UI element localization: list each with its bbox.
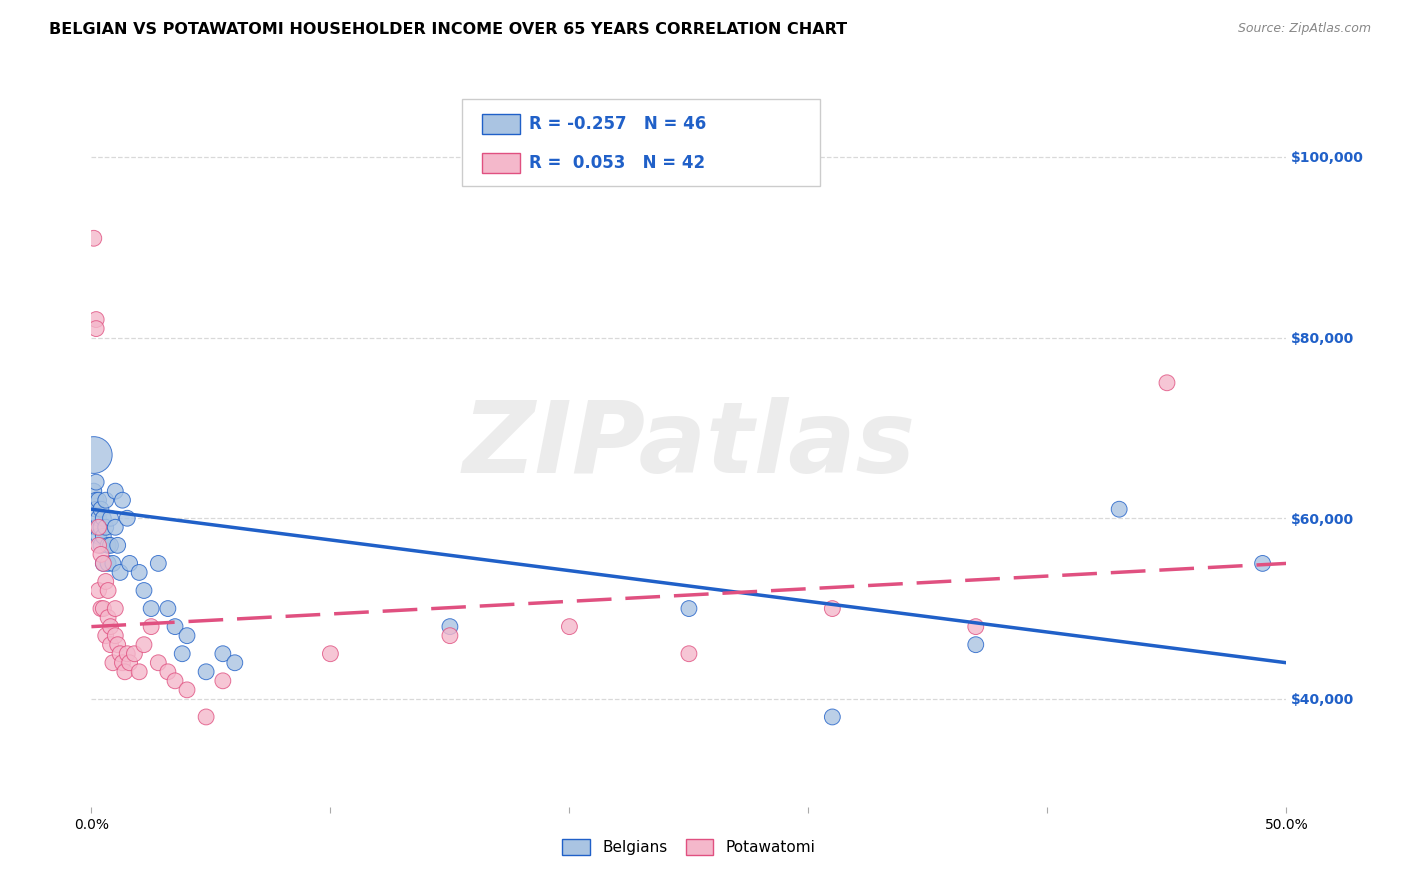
Point <box>141 601 162 615</box>
Point <box>319 647 342 661</box>
Point <box>965 619 987 633</box>
Text: R =  0.053   N = 42: R = 0.053 N = 42 <box>529 153 704 172</box>
Point <box>132 583 155 598</box>
Point <box>100 638 122 652</box>
Point <box>97 538 120 552</box>
Point <box>93 529 114 543</box>
Legend: Belgians, Potawatomi: Belgians, Potawatomi <box>557 833 821 861</box>
Point <box>124 647 146 661</box>
Point <box>1251 557 1274 571</box>
Point <box>1156 376 1178 390</box>
Point <box>84 321 107 335</box>
Text: ZIPatlas: ZIPatlas <box>463 398 915 494</box>
Point <box>108 566 131 580</box>
Point <box>108 647 131 661</box>
Text: Source: ZipAtlas.com: Source: ZipAtlas.com <box>1237 22 1371 36</box>
Point <box>115 511 138 525</box>
Point <box>100 538 122 552</box>
Point <box>128 566 150 580</box>
Point <box>104 601 127 615</box>
Point <box>94 493 117 508</box>
Point <box>176 629 198 643</box>
Text: BELGIAN VS POTAWATOMI HOUSEHOLDER INCOME OVER 65 YEARS CORRELATION CHART: BELGIAN VS POTAWATOMI HOUSEHOLDER INCOME… <box>49 22 848 37</box>
Point <box>87 493 110 508</box>
Point <box>107 638 129 652</box>
Point <box>104 520 127 534</box>
Point <box>101 557 124 571</box>
Point <box>211 673 233 688</box>
Point <box>97 583 120 598</box>
Point <box>107 538 129 552</box>
Point <box>148 557 170 571</box>
Point <box>93 511 114 525</box>
Point <box>90 548 112 562</box>
Point <box>100 511 122 525</box>
Point <box>195 665 218 679</box>
Point <box>163 619 186 633</box>
Point <box>156 665 179 679</box>
Point <box>821 710 844 724</box>
Point <box>111 493 134 508</box>
Point <box>87 583 110 598</box>
Point <box>104 484 127 499</box>
Point <box>93 557 114 571</box>
Point <box>821 601 844 615</box>
Point <box>114 665 136 679</box>
Point <box>84 475 107 490</box>
Point <box>104 629 127 643</box>
Point <box>1108 502 1130 516</box>
Point <box>93 557 114 571</box>
Point <box>678 647 700 661</box>
Point <box>101 656 124 670</box>
Point <box>90 502 112 516</box>
Point <box>90 520 112 534</box>
FancyBboxPatch shape <box>482 153 520 173</box>
Point <box>94 520 117 534</box>
Point <box>156 601 179 615</box>
Point <box>87 511 110 525</box>
Point <box>94 574 117 589</box>
Point <box>84 493 107 508</box>
Point <box>97 557 120 571</box>
Point <box>90 538 112 552</box>
Point <box>87 520 110 534</box>
Point <box>94 629 117 643</box>
Point <box>87 538 110 552</box>
Point <box>90 601 112 615</box>
Point <box>558 619 581 633</box>
FancyBboxPatch shape <box>482 113 520 134</box>
Text: R = -0.257   N = 46: R = -0.257 N = 46 <box>529 115 706 133</box>
Point <box>115 647 138 661</box>
Point <box>93 601 114 615</box>
Point <box>439 629 461 643</box>
Point <box>84 520 107 534</box>
Point <box>176 682 198 697</box>
Point <box>84 502 107 516</box>
Point <box>118 656 141 670</box>
Point <box>195 710 218 724</box>
Point <box>148 656 170 670</box>
Point <box>965 638 987 652</box>
Point <box>118 557 141 571</box>
Point <box>163 673 186 688</box>
Point <box>224 656 246 670</box>
Point <box>100 619 122 633</box>
Point <box>211 647 233 661</box>
FancyBboxPatch shape <box>461 99 821 186</box>
Point <box>172 647 194 661</box>
Point <box>128 665 150 679</box>
Point <box>84 312 107 326</box>
Point <box>83 448 105 462</box>
Point <box>111 656 134 670</box>
Point <box>83 484 105 499</box>
Point <box>141 619 162 633</box>
Point <box>132 638 155 652</box>
Point <box>87 529 110 543</box>
Point <box>97 610 120 624</box>
Point <box>439 619 461 633</box>
Point <box>678 601 700 615</box>
Point <box>83 231 105 245</box>
